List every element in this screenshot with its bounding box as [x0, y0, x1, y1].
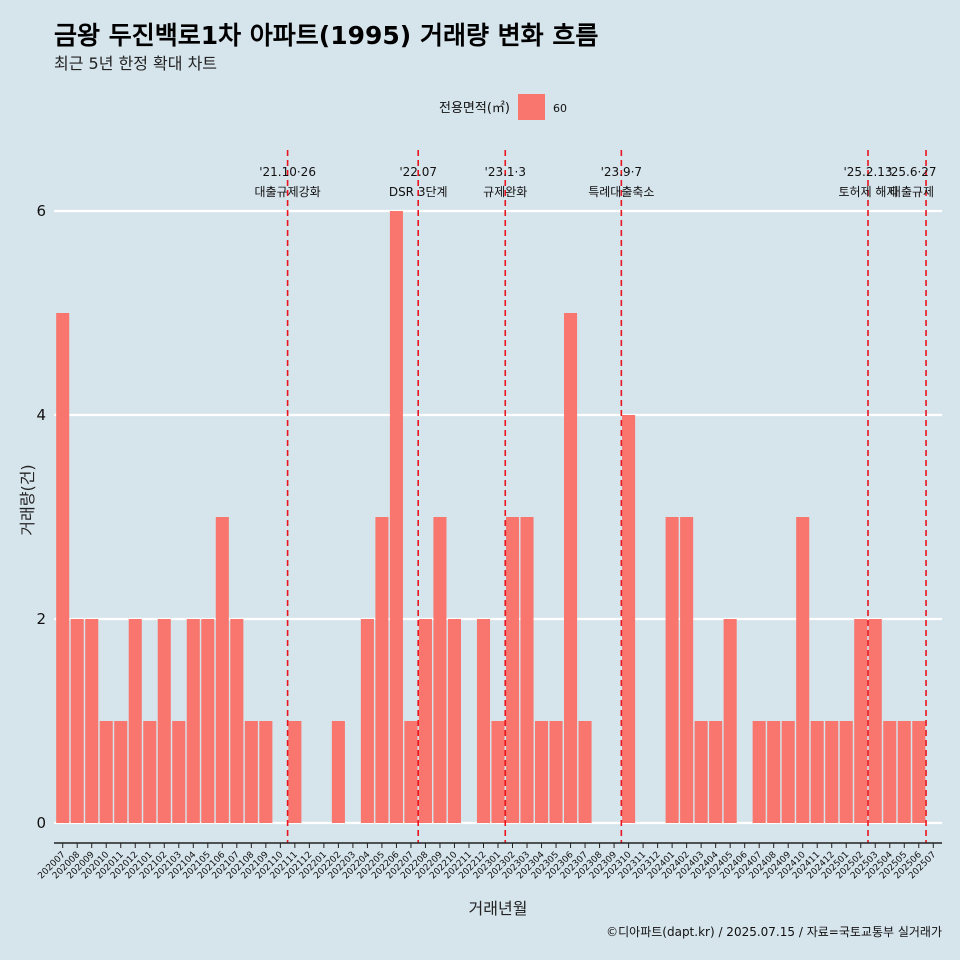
y-axis-title: 거래량(건) [18, 464, 37, 535]
bar-202107 [230, 619, 244, 823]
bar-202412 [825, 721, 839, 823]
bar-202205 [375, 517, 389, 823]
legend: 전용면적(㎡) 60 [439, 94, 567, 120]
bar-202009 [85, 619, 99, 823]
bar-202011 [114, 721, 128, 823]
bar-202109 [259, 721, 273, 823]
bar-202403 [694, 721, 708, 823]
y-tick-label: 4 [36, 406, 46, 424]
bar-202405 [723, 619, 737, 823]
event-date: '25.2.13 [843, 165, 892, 179]
bar-202007 [56, 313, 70, 823]
event-date: '23.1·3 [485, 165, 526, 179]
bar-202503 [868, 619, 882, 823]
y-tick-label: 6 [36, 202, 46, 220]
bar-202501 [839, 721, 853, 823]
event-label: 규제완화 [483, 185, 527, 199]
bar-202304 [535, 721, 549, 823]
event-markers: '21.10·26 대출규제강화 '22.07 DSR 3단계 '23.1·3 규제완화 '… [254, 150, 937, 843]
bar-202310 [622, 415, 636, 823]
bar-202208 [418, 619, 432, 823]
bar-202305 [549, 721, 563, 823]
bar-202404 [709, 721, 723, 823]
bar-202204 [360, 619, 374, 823]
event-date: '21.10·26 [259, 165, 316, 179]
bar-202010 [99, 721, 113, 823]
bar-202202 [331, 721, 345, 823]
bar-202301 [491, 721, 505, 823]
bar-202306 [564, 313, 578, 823]
bar-202303 [520, 517, 534, 823]
bar-202212 [476, 619, 491, 823]
bars [56, 211, 926, 823]
bar-202407 [752, 721, 766, 823]
bar-202104 [186, 619, 200, 823]
caption: ©디아파트(dapt.kr) / 2025.07.15 / 자료=국토교통부 실… [606, 925, 942, 939]
bar-202209 [433, 517, 447, 823]
event-label: 특례대출축소 [588, 185, 654, 199]
event-label: DSR 3단계 [389, 185, 448, 199]
y-tick-label: 0 [36, 814, 46, 832]
bar-202103 [172, 721, 186, 823]
x-axis-title: 거래년월 [469, 899, 528, 918]
bar-202105 [201, 619, 215, 823]
bar-202108 [244, 721, 258, 823]
legend-title: 전용면적(㎡) [439, 101, 510, 116]
bar-202504 [883, 721, 897, 823]
event-date: '22.07 [399, 165, 437, 179]
bar-202302 [505, 517, 520, 823]
bar-202106 [215, 517, 229, 823]
bar-202008 [70, 619, 84, 823]
event-date: '25.6·27 [887, 165, 936, 179]
bar-202410 [796, 517, 810, 823]
bar-202401 [665, 517, 679, 823]
bar-202502 [854, 619, 868, 823]
bar-202411 [810, 721, 824, 823]
legend-label: 60 [553, 102, 567, 115]
chart-subtitle: 최근 5년 한정 확대 차트 [54, 54, 217, 73]
event-label: 대출규제강화 [254, 185, 320, 199]
bar-202102 [157, 619, 171, 823]
chart-title: 금왕 두진백로1차 아파트(1995) 거래량 변화 흐름 [54, 21, 598, 50]
bar-202409 [781, 721, 795, 823]
event-date: '23.9·7 [601, 165, 642, 179]
bar-202012 [128, 619, 142, 823]
event-label: 대출규제 [890, 185, 934, 199]
bar-202207 [404, 721, 418, 823]
bar-202307 [578, 721, 592, 823]
bar-202206 [389, 211, 403, 823]
legend-swatch [518, 94, 545, 120]
bar-202505 [897, 721, 911, 823]
bar-202408 [767, 721, 781, 823]
bar-202402 [680, 517, 694, 823]
bar-202111 [288, 721, 302, 823]
y-tick-label: 2 [36, 610, 46, 628]
event-label: 토허제 해제 [838, 185, 897, 199]
bar-202210 [447, 619, 461, 823]
bar-202101 [143, 721, 157, 823]
y-axis: 0 2 4 6 [36, 202, 46, 832]
bar-202506 [912, 721, 926, 823]
